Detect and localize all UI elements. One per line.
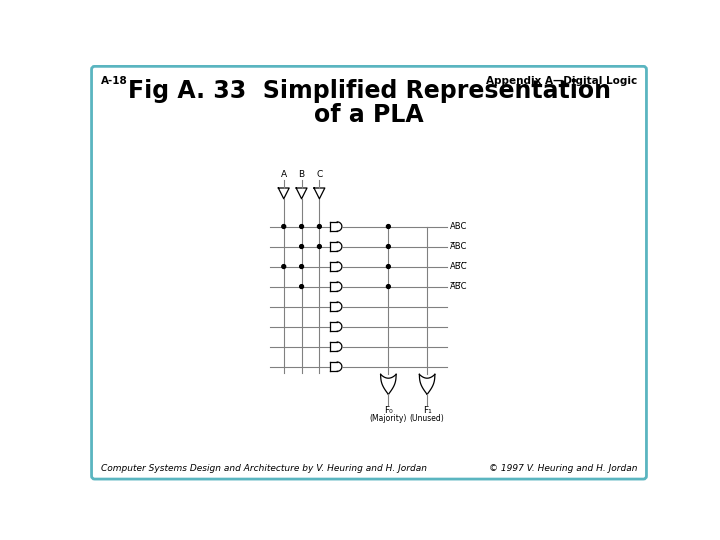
Text: (Unused): (Unused): [410, 414, 444, 423]
Text: © 1997 V. Heuring and H. Jordan: © 1997 V. Heuring and H. Jordan: [489, 464, 637, 473]
Text: of a PLA: of a PLA: [314, 103, 424, 127]
Circle shape: [282, 265, 286, 268]
FancyBboxPatch shape: [91, 66, 647, 479]
Text: F₀: F₀: [384, 406, 392, 415]
Text: Fig A. 33  Simplified Representation: Fig A. 33 Simplified Representation: [127, 79, 611, 103]
Text: A-18: A-18: [101, 76, 127, 85]
Circle shape: [318, 225, 321, 228]
Circle shape: [387, 245, 390, 248]
Circle shape: [300, 225, 304, 228]
Text: AB̅C̅: AB̅C̅: [451, 262, 468, 271]
Text: B: B: [299, 170, 305, 179]
Text: Computer Systems Design and Architecture by V. Heuring and H. Jordan: Computer Systems Design and Architecture…: [101, 464, 427, 473]
Text: A: A: [281, 170, 287, 179]
Text: F₁: F₁: [423, 406, 431, 415]
Circle shape: [318, 245, 321, 248]
Circle shape: [300, 285, 304, 288]
Circle shape: [387, 225, 390, 228]
Text: ABC: ABC: [451, 222, 468, 231]
Text: C: C: [316, 170, 323, 179]
Text: A̅B̅C: A̅B̅C: [451, 282, 468, 291]
Circle shape: [282, 225, 286, 228]
Circle shape: [300, 245, 304, 248]
Text: A̅BC: A̅BC: [451, 242, 468, 251]
Circle shape: [387, 265, 390, 268]
Text: (Majority): (Majority): [369, 414, 407, 423]
Circle shape: [387, 285, 390, 288]
Text: Appendix A—Digital Logic: Appendix A—Digital Logic: [486, 76, 637, 85]
Circle shape: [300, 265, 304, 268]
